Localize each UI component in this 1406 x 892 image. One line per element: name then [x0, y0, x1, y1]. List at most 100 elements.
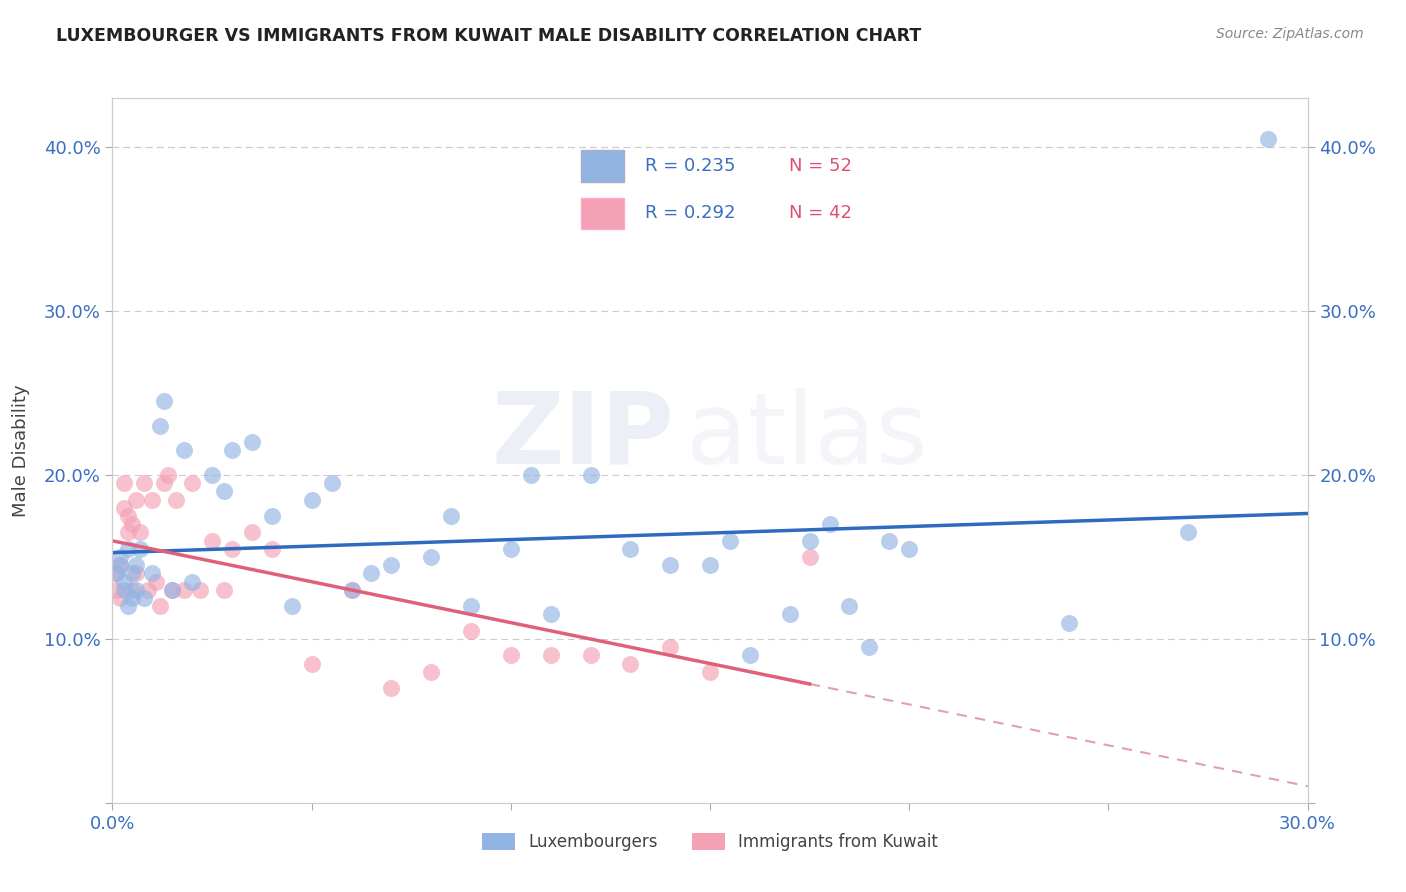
- Point: [340, 582, 363, 597]
- Point: [117, 508, 139, 523]
- Point: [898, 541, 921, 556]
- Point: [699, 558, 721, 573]
- Point: [221, 443, 243, 458]
- Point: [799, 533, 821, 548]
- Point: [540, 648, 562, 663]
- Point: [165, 492, 187, 507]
- Point: [188, 582, 211, 597]
- Y-axis label: Male Disability: Male Disability: [11, 384, 30, 516]
- Point: [153, 476, 176, 491]
- Point: [114, 582, 135, 597]
- Point: [420, 549, 443, 564]
- Point: [818, 517, 841, 532]
- Point: [181, 476, 204, 491]
- Point: [149, 418, 172, 433]
- Point: [659, 558, 682, 573]
- Point: [173, 582, 195, 597]
- Point: [380, 681, 402, 695]
- Point: [105, 566, 128, 581]
- Point: [838, 599, 860, 614]
- Point: [879, 533, 901, 548]
- Point: [659, 640, 682, 654]
- Point: [520, 468, 543, 483]
- Point: [141, 566, 163, 581]
- Text: LUXEMBOURGER VS IMMIGRANTS FROM KUWAIT MALE DISABILITY CORRELATION CHART: LUXEMBOURGER VS IMMIGRANTS FROM KUWAIT M…: [56, 27, 921, 45]
- Point: [260, 541, 283, 556]
- Point: [212, 484, 235, 499]
- Point: [460, 599, 482, 614]
- Point: [858, 640, 880, 654]
- Point: [619, 541, 641, 556]
- Point: [121, 566, 143, 581]
- Point: [420, 665, 443, 679]
- Point: [460, 624, 482, 638]
- Point: [181, 574, 204, 589]
- Point: [105, 566, 128, 581]
- Point: [121, 517, 143, 532]
- Point: [380, 558, 402, 573]
- Point: [240, 525, 263, 540]
- Point: [134, 591, 156, 605]
- Point: [340, 582, 363, 597]
- Point: [117, 599, 139, 614]
- Point: [114, 574, 135, 589]
- Point: [440, 508, 463, 523]
- Point: [125, 566, 148, 581]
- Point: [173, 443, 195, 458]
- Point: [579, 468, 602, 483]
- Text: ZIP: ZIP: [491, 388, 675, 485]
- Point: [141, 492, 163, 507]
- Point: [157, 468, 180, 483]
- Point: [162, 582, 183, 597]
- Point: [321, 476, 343, 491]
- Legend: Luxembourgers, Immigrants from Kuwait: Luxembourgers, Immigrants from Kuwait: [475, 826, 945, 858]
- Point: [540, 607, 562, 622]
- Point: [799, 549, 821, 564]
- Point: [110, 558, 132, 573]
- Point: [499, 541, 522, 556]
- Point: [134, 476, 156, 491]
- Point: [1257, 132, 1279, 146]
- Point: [738, 648, 761, 663]
- Point: [114, 500, 135, 515]
- Point: [1177, 525, 1199, 540]
- Point: [718, 533, 741, 548]
- Point: [260, 508, 283, 523]
- Point: [110, 558, 132, 573]
- Point: [153, 394, 176, 409]
- Point: [138, 582, 160, 597]
- Point: [125, 492, 148, 507]
- Point: [121, 582, 143, 597]
- Point: [125, 558, 148, 573]
- Point: [281, 599, 304, 614]
- Point: [110, 591, 132, 605]
- Point: [499, 648, 522, 663]
- Text: atlas: atlas: [686, 388, 928, 485]
- Point: [240, 435, 263, 450]
- Point: [117, 541, 139, 556]
- Point: [779, 607, 801, 622]
- Point: [201, 468, 224, 483]
- Point: [360, 566, 382, 581]
- Point: [110, 549, 132, 564]
- Point: [699, 665, 721, 679]
- Point: [579, 648, 602, 663]
- Point: [149, 599, 172, 614]
- Point: [145, 574, 167, 589]
- Text: Source: ZipAtlas.com: Source: ZipAtlas.com: [1216, 27, 1364, 41]
- Point: [105, 582, 128, 597]
- Point: [221, 541, 243, 556]
- Point: [212, 582, 235, 597]
- Point: [129, 541, 152, 556]
- Point: [121, 591, 143, 605]
- Point: [619, 657, 641, 671]
- Point: [1057, 615, 1080, 630]
- Point: [201, 533, 224, 548]
- Point: [125, 582, 148, 597]
- Point: [117, 525, 139, 540]
- Point: [162, 582, 183, 597]
- Point: [114, 476, 135, 491]
- Point: [301, 657, 323, 671]
- Point: [301, 492, 323, 507]
- Point: [129, 525, 152, 540]
